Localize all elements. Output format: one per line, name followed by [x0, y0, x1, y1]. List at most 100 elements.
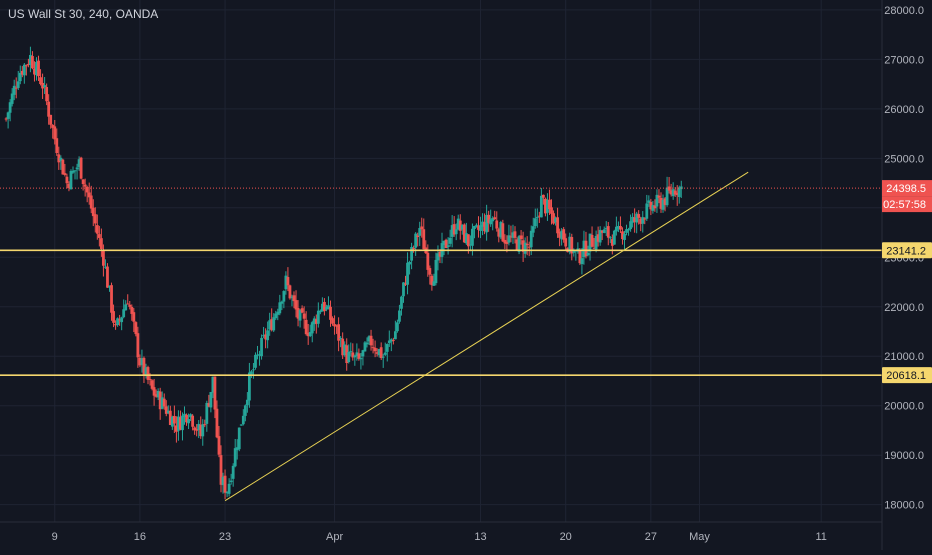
price-axis[interactable]: 28000.027000.026000.025000.024000.023000… [881, 0, 932, 550]
candle-body[interactable] [93, 214, 97, 224]
candle-body[interactable] [298, 310, 302, 321]
candle-body[interactable] [614, 226, 618, 232]
candle-body[interactable] [268, 320, 272, 330]
candle-body[interactable] [73, 170, 77, 172]
candle-body[interactable] [383, 352, 387, 355]
candle-body[interactable] [416, 235, 420, 238]
candle-body[interactable] [197, 423, 201, 431]
candle-body[interactable] [499, 222, 503, 238]
candle-body[interactable] [539, 195, 543, 218]
candle-body[interactable] [377, 349, 381, 356]
candle-body[interactable] [231, 465, 235, 479]
candle-body[interactable] [26, 63, 30, 65]
candle-body[interactable] [65, 176, 69, 184]
candle-body[interactable] [126, 303, 130, 305]
candle-body[interactable] [250, 371, 253, 375]
candle-body[interactable] [91, 207, 95, 217]
candle-body[interactable] [237, 427, 241, 450]
candle-body[interactable] [491, 218, 495, 222]
candle-body[interactable] [229, 480, 233, 482]
candle-body[interactable] [81, 179, 85, 185]
candle-body[interactable] [608, 237, 612, 239]
candle-body[interactable] [10, 93, 14, 104]
candle-body[interactable] [489, 219, 493, 225]
candle-body[interactable] [314, 319, 318, 324]
candle-body[interactable] [95, 225, 99, 234]
candle-body[interactable] [225, 492, 229, 494]
candle-body[interactable] [247, 372, 251, 401]
candle-body[interactable] [108, 285, 111, 288]
candle-body[interactable] [393, 331, 397, 340]
candle-body[interactable] [114, 324, 117, 326]
candle-body[interactable] [175, 425, 178, 432]
candle-body[interactable] [645, 203, 649, 219]
candle-body[interactable] [438, 251, 442, 257]
candle-body[interactable] [235, 447, 239, 451]
trend-line[interactable] [224, 171, 749, 502]
candle-body[interactable] [300, 308, 304, 313]
candle-body[interactable] [219, 455, 223, 485]
candle-body[interactable] [102, 249, 105, 266]
candle-body[interactable] [462, 224, 466, 243]
candle-body[interactable] [408, 261, 411, 265]
candle-body[interactable] [203, 424, 207, 426]
candle-body[interactable] [160, 397, 164, 409]
candle-body[interactable] [233, 448, 237, 467]
candle-body[interactable] [558, 231, 562, 238]
candle-body[interactable] [288, 285, 292, 299]
candle-body[interactable] [606, 226, 610, 238]
candle-body[interactable] [452, 224, 456, 235]
candle-body[interactable] [533, 218, 537, 227]
candle-body[interactable] [254, 354, 257, 368]
candle-body[interactable] [327, 305, 330, 309]
candle-body[interactable] [4, 118, 8, 120]
candle-body[interactable] [221, 476, 225, 486]
candle-body[interactable] [637, 214, 641, 218]
candle-body[interactable] [552, 213, 555, 224]
candle-body[interactable] [270, 319, 274, 331]
candle-body[interactable] [132, 312, 136, 322]
candle-body[interactable] [507, 235, 511, 243]
candle-body[interactable] [590, 234, 594, 247]
candle-body[interactable] [241, 415, 245, 425]
candle-body[interactable] [57, 154, 61, 163]
candle-body[interactable] [550, 207, 553, 214]
candle-body[interactable] [513, 231, 517, 238]
candle-body[interactable] [351, 352, 355, 358]
candle-body[interactable] [148, 378, 152, 380]
candle-body[interactable] [359, 358, 363, 360]
candle-body[interactable] [280, 301, 284, 304]
candle-body[interactable] [659, 197, 663, 209]
candlesticks[interactable] [4, 46, 683, 500]
candle-body[interactable] [493, 217, 497, 220]
candle-body[interactable] [523, 242, 527, 254]
candle-body[interactable] [649, 201, 653, 210]
candle-body[interactable] [136, 333, 140, 358]
candle-body[interactable] [594, 235, 598, 250]
candle-body[interactable] [442, 240, 446, 245]
candle-body[interactable] [381, 356, 385, 358]
candle-body[interactable] [643, 218, 647, 220]
candle-body[interactable] [420, 226, 424, 230]
candle-body[interactable] [310, 322, 314, 334]
candle-body[interactable] [77, 159, 81, 167]
candle-body[interactable] [497, 229, 501, 237]
candle-body[interactable] [185, 414, 188, 423]
candle-body[interactable] [217, 436, 221, 455]
candle-body[interactable] [673, 190, 677, 195]
candle-body[interactable] [116, 318, 119, 326]
candle-body[interactable] [385, 344, 389, 352]
candle-body[interactable] [602, 229, 606, 234]
candle-body[interactable] [152, 387, 156, 396]
candle-body[interactable] [87, 192, 91, 198]
candle-body[interactable] [529, 230, 533, 248]
candle-body[interactable] [39, 77, 42, 85]
candle-body[interactable] [308, 332, 312, 337]
candle-body[interactable] [479, 225, 482, 231]
candle-body[interactable] [604, 227, 608, 229]
candle-body[interactable] [124, 304, 128, 311]
candle-body[interactable] [584, 240, 588, 257]
candle-body[interactable] [290, 296, 294, 298]
candle-body[interactable] [183, 413, 186, 418]
